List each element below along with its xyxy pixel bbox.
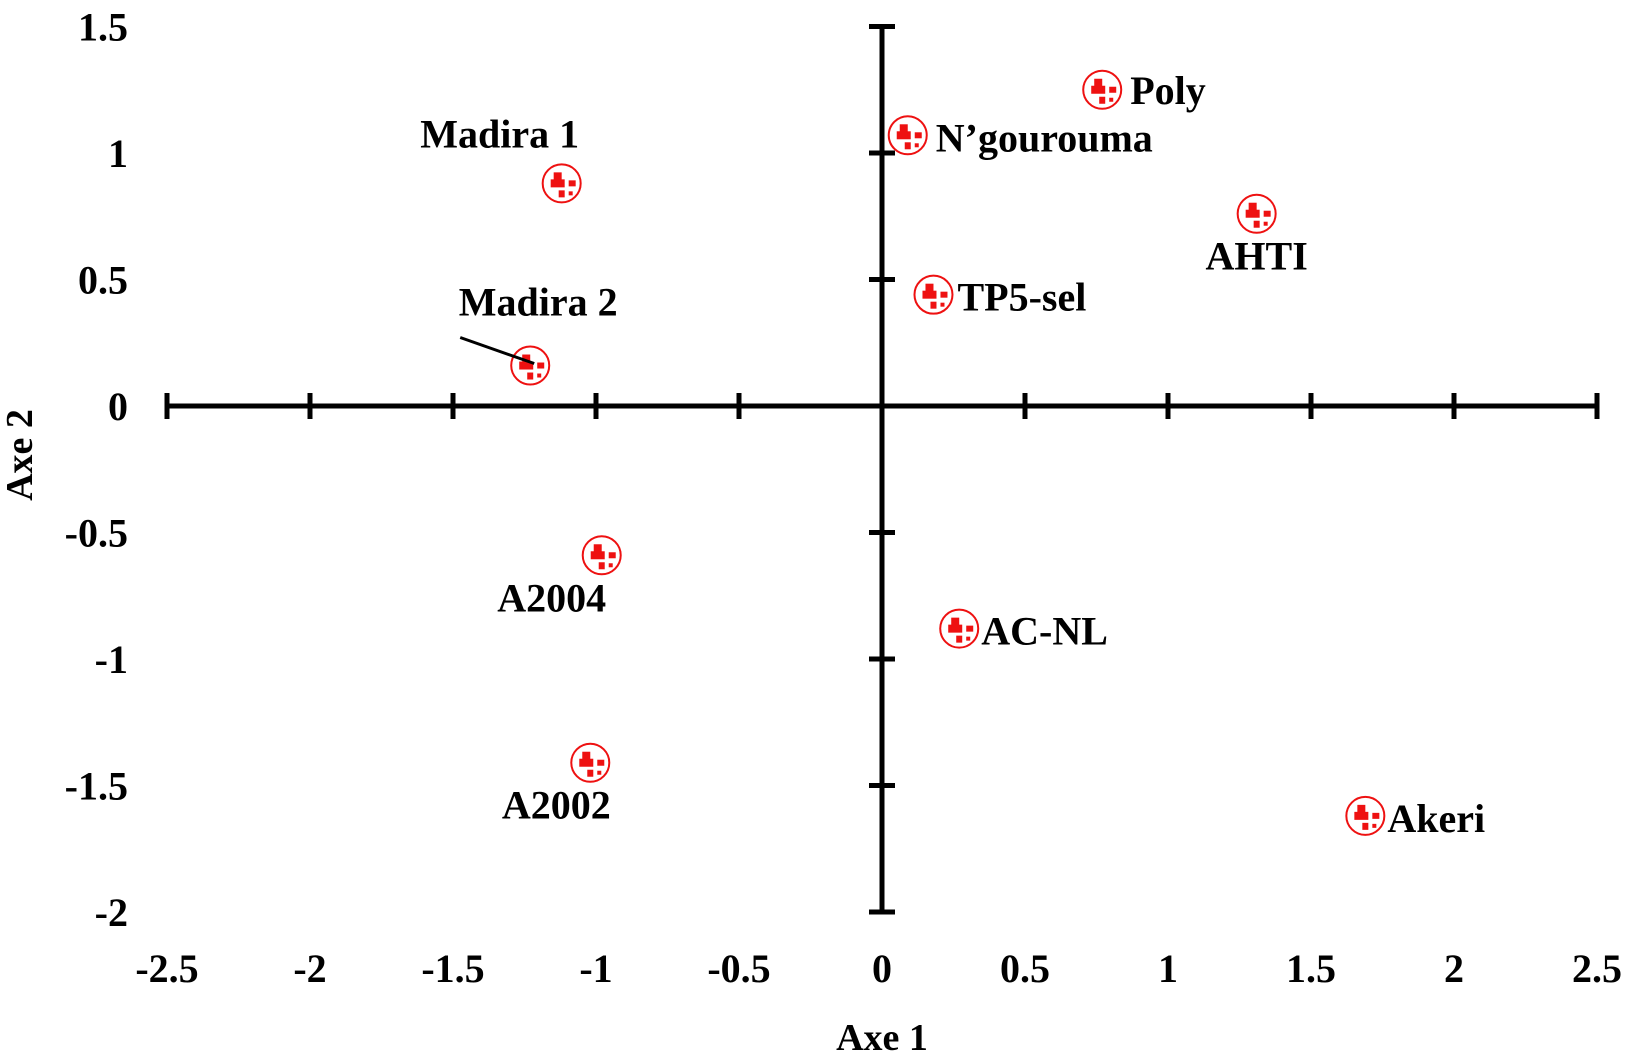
x-tick-label: -0.5 [707, 946, 770, 991]
y-tick-label: 0 [108, 384, 128, 429]
data-point [510, 345, 551, 386]
x-tick-label: 2 [1444, 946, 1464, 991]
x-tick-label: 1.5 [1286, 946, 1336, 991]
point-label: A2002 [502, 783, 611, 828]
point-label: A2004 [497, 575, 606, 620]
axis-ticks [164, 24, 1600, 915]
y-tick-label: -1 [95, 637, 128, 682]
label-leader-line [459, 336, 535, 365]
data-point [1345, 795, 1386, 836]
point-label: Poly [1130, 68, 1206, 113]
x-tick-label: 0 [872, 946, 892, 991]
point-label: Akeri [1387, 796, 1485, 841]
point-label: AHTI [1206, 234, 1308, 279]
tick-labels: -2.5 -2 -1.5 -1 -0.5 0 0.5 1 1.5 2 2.5-2-1.5-1-0.5… [65, 5, 1622, 992]
x-tick-label: -1 [579, 946, 612, 991]
y-tick-label: -0.5 [65, 511, 128, 556]
y-tick-label: -1.5 [65, 764, 128, 809]
point-label: AC-NL [981, 609, 1108, 654]
x-tick-label: 2.5 [1572, 946, 1622, 991]
y-tick-label: 1.5 [78, 5, 128, 50]
y-axis-title: Axe 2 [0, 409, 41, 501]
x-tick-label: 1 [1158, 946, 1178, 991]
point-label: TP5-sel [957, 275, 1086, 320]
axes [167, 26, 1597, 912]
data-point [581, 535, 622, 576]
x-tick-label: 0.5 [1000, 946, 1050, 991]
x-tick-label: -2.5 [135, 946, 198, 991]
point-label: Madira 2 [459, 280, 618, 325]
data-point [1082, 69, 1123, 110]
x-tick-label: -2 [293, 946, 326, 991]
point-label: Madira 1 [420, 111, 579, 156]
x-tick-label: -1.5 [421, 946, 484, 991]
data-point [570, 742, 611, 783]
data-points [510, 69, 1386, 836]
data-point [913, 274, 954, 315]
y-tick-label: -2 [95, 890, 128, 935]
point-label: N’gourouma [936, 115, 1153, 160]
data-point [541, 163, 582, 204]
data-point [939, 608, 980, 649]
y-tick-label: 1 [108, 131, 128, 176]
x-axis-title: Axe 1 [836, 1017, 928, 1056]
data-point [1236, 193, 1277, 234]
data-point [887, 115, 928, 156]
y-tick-label: 0.5 [78, 258, 128, 303]
